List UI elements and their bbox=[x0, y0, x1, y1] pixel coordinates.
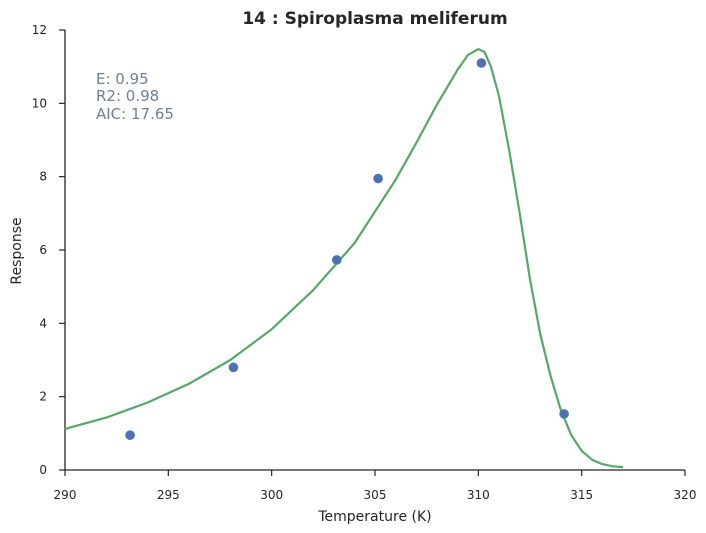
data-point bbox=[476, 58, 487, 68]
y-tick-label: 0 bbox=[39, 463, 47, 477]
fit-curve bbox=[64, 48, 624, 469]
stat-r2: R2: 0.98 bbox=[96, 87, 159, 105]
stat-e: E: 0.95 bbox=[96, 70, 149, 88]
x-tick-label: 295 bbox=[157, 488, 180, 502]
y-tick-label: 6 bbox=[39, 243, 47, 257]
x-tick-label: 310 bbox=[467, 488, 490, 502]
x-axis-title: Temperature (K) bbox=[317, 509, 431, 525]
data-point bbox=[331, 255, 342, 265]
data-point bbox=[373, 173, 383, 184]
y-tick-label: 2 bbox=[39, 390, 47, 404]
x-tick-label: 300 bbox=[260, 488, 283, 502]
data-point bbox=[559, 409, 569, 419]
fit-curve-layer bbox=[64, 48, 624, 469]
axes: 290 295 300 305 310 315 320 0 2 4 6 8 10 12 bbox=[32, 23, 697, 502]
data-point bbox=[125, 430, 135, 440]
x-tick-label: 315 bbox=[570, 488, 593, 502]
x-tick-label: 305 bbox=[364, 488, 387, 502]
chart-title: 14 : Spiroplasma meliferum bbox=[242, 9, 507, 29]
x-tick-label: 320 bbox=[674, 488, 697, 502]
y-tick-label: 12 bbox=[32, 23, 47, 37]
stat-aic: AIC: 17.65 bbox=[96, 105, 174, 123]
y-tick-label: 8 bbox=[39, 170, 47, 184]
x-tick-label: 290 bbox=[54, 488, 77, 502]
y-tick-label: 10 bbox=[32, 96, 47, 110]
stats-annotation: E: 0.95 R2: 0.98 AIC: 17.65 bbox=[96, 70, 174, 123]
data-points-layer bbox=[125, 58, 569, 440]
y-tick-label: 4 bbox=[39, 316, 47, 330]
y-axis-title: Response bbox=[9, 217, 25, 284]
data-point bbox=[228, 362, 239, 373]
